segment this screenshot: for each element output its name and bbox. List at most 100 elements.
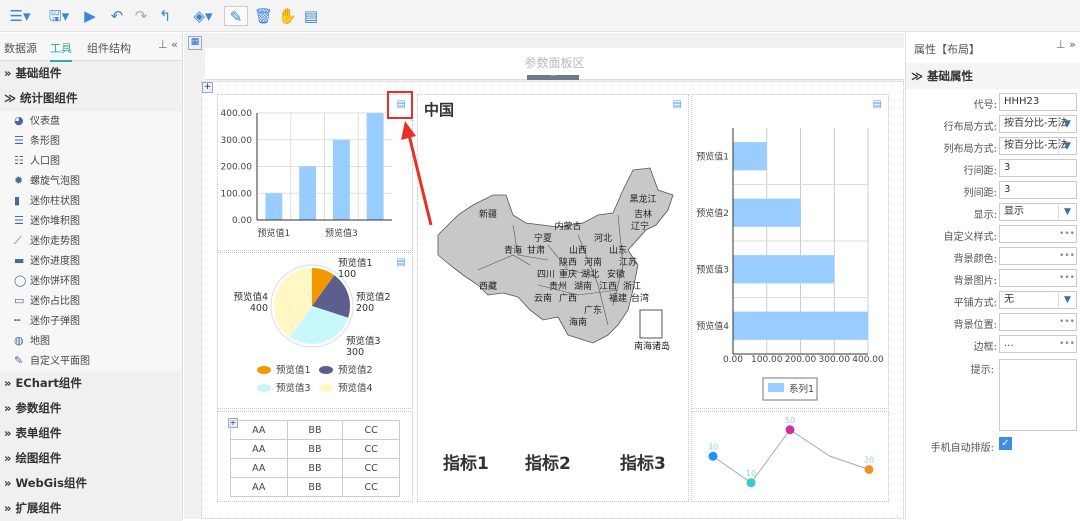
section-basic-props[interactable]: ≫ 基础属性 (906, 63, 1080, 89)
chart-item[interactable]: ◕ 仪表盘 (0, 111, 182, 131)
property-input[interactable]: ••• (999, 225, 1077, 243)
province-label: 福建 (609, 292, 627, 304)
more-icon[interactable]: ••• (1059, 251, 1075, 261)
section-basic[interactable]: » 基础组件 (0, 61, 182, 86)
chart-item[interactable]: ┅ 迷你子弹图 (0, 311, 182, 331)
hint-textarea[interactable] (999, 359, 1077, 431)
property-input[interactable]: 3 (999, 181, 1077, 199)
chart-item[interactable]: ◍ 地图 (0, 331, 182, 351)
province-label: 海南 (569, 316, 587, 328)
param-panel-area[interactable]: 参数面板区 (205, 48, 904, 80)
save-icon[interactable]: 🖫▾ (48, 7, 70, 25)
section-label: 基础组件 (15, 66, 62, 80)
table-cell[interactable]: CC (342, 477, 400, 497)
property-input[interactable]: ••• (999, 247, 1077, 265)
more-icon[interactable]: ••• (1059, 317, 1075, 327)
chart-config-icon[interactable]: ▤ (872, 99, 882, 110)
hand-icon[interactable]: ✋ (278, 7, 297, 25)
table-cell[interactable]: CC (342, 439, 400, 459)
chart-item[interactable]: ☷ 人口图 (0, 151, 182, 171)
table-cell[interactable]: CC (342, 458, 400, 478)
menu-icon[interactable]: ☰▾ (9, 7, 31, 25)
chart-item-label: 迷你子弹图 (30, 316, 80, 327)
run-icon[interactable]: ▶ (84, 7, 96, 25)
bar-chart-cell[interactable]: ▤ (217, 94, 413, 251)
section-item[interactable]: » 参数组件 (0, 396, 182, 421)
more-icon[interactable]: ••• (1059, 229, 1075, 239)
table-cell[interactable]: BB (286, 439, 344, 459)
table-cell[interactable]: BB (286, 458, 344, 478)
dropdown-arrow-icon[interactable]: ▼ (1058, 116, 1076, 132)
mini-ring-icon: ◯ (14, 274, 27, 287)
table-cell[interactable]: AA (230, 477, 288, 497)
section-item[interactable]: » WebGis组件 (0, 471, 182, 496)
chart-config-icon[interactable]: ▤ (396, 257, 406, 268)
section-stat-charts[interactable]: ≫ 统计图组件 (0, 86, 182, 111)
table-cell[interactable]: AA (230, 420, 288, 440)
line-chart-cell[interactable] (691, 411, 889, 502)
more-icon[interactable]: ••• (1059, 273, 1075, 283)
section-item[interactable]: » EChart组件 (0, 371, 182, 396)
property-input[interactable]: 3 (999, 159, 1077, 177)
fill-icon[interactable]: ◈▾ (193, 7, 213, 25)
chart-config-icon[interactable]: ▤ (396, 99, 406, 110)
chart-item[interactable]: ▬ 迷你进度图 (0, 251, 182, 271)
undo-icon[interactable]: ↶ (110, 7, 124, 25)
chart-item[interactable]: ☰ 迷你堆积图 (0, 211, 182, 231)
redo-icon[interactable]: ↷ (134, 7, 148, 25)
province-label: 湖南 (574, 280, 592, 292)
pie-chart-cell[interactable]: ▤ (217, 252, 413, 409)
dropdown-arrow-icon[interactable]: ▼ (1058, 204, 1076, 220)
chart-item[interactable]: ◯ 迷你饼环图 (0, 271, 182, 291)
layout-icon[interactable]: ▦ (188, 36, 202, 50)
chart-item[interactable]: ▮ 迷你柱状图 (0, 191, 182, 211)
map-cell[interactable]: 中国 ▤ 新疆 西藏 青海 甘肃 宁夏 内蒙古 黑龙江 吉林 辽宁 河北 山西 山东 陕西 河南 江苏 安徽 四… (417, 94, 689, 502)
section-label: WebGis组件 (15, 476, 87, 490)
tab-structure[interactable]: 组件结构 (87, 42, 131, 55)
pencil-icon[interactable]: ✎ (224, 6, 248, 26)
pin-icon[interactable]: ⊥ » (1056, 38, 1076, 51)
property-input[interactable]: 按百分比-无法 ▼ (999, 137, 1077, 155)
chart-item[interactable]: ☰ 条形图 (0, 131, 182, 151)
table-cell[interactable]: BB (286, 420, 344, 440)
hbar-chart-cell[interactable]: ▤ (691, 94, 889, 409)
property-input[interactable]: 显示 ▼ (999, 203, 1077, 221)
property-input[interactable]: 按百分比-无法 ▼ (999, 115, 1077, 133)
property-input[interactable]: ••• (999, 269, 1077, 287)
section-item[interactable]: » 表单组件 (0, 421, 182, 446)
chart-item[interactable]: ✹ 螺旋气泡图 (0, 171, 182, 191)
dropdown-arrow-icon[interactable]: ▼ (1058, 292, 1076, 308)
pin-icon[interactable]: ⊥ « (158, 38, 178, 51)
chart-item[interactable]: ▭ 迷你占比图 (0, 291, 182, 311)
delete-icon[interactable]: 🗑 (254, 7, 274, 25)
chart-config-icon[interactable]: ▤ (672, 99, 682, 110)
tab-datasource[interactable]: 数据源 (4, 42, 37, 55)
move-handle-icon[interactable]: + (202, 82, 213, 93)
more-icon[interactable]: ••• (1059, 339, 1075, 349)
property-input[interactable]: ... ••• (999, 335, 1077, 353)
mobile-layout-checkbox[interactable]: ✓ (999, 437, 1012, 450)
collapse-handle[interactable]: ^ (527, 75, 579, 81)
table-cell[interactable]: BB (286, 477, 344, 497)
property-input[interactable]: HHH23 (999, 93, 1077, 111)
province-border (477, 254, 531, 271)
table-row: AA BB CC (230, 458, 400, 478)
property-input[interactable]: ••• (999, 313, 1077, 331)
chart-item[interactable]: ✎ 自定义平面图 (0, 351, 182, 371)
chart-item-label: 迷你占比图 (30, 296, 80, 307)
section-item[interactable]: » 绘图组件 (0, 446, 182, 471)
table-cell[interactable]: AA (230, 439, 288, 459)
dropdown-arrow-icon[interactable]: ▼ (1058, 138, 1076, 154)
table-cell[interactable]: + AA BB CC AA BB CC AA BB CC AA BB CC (217, 411, 413, 502)
chart-item[interactable]: ⟋ 迷你走势图 (0, 231, 182, 251)
property-input[interactable]: 无 ▼ (999, 291, 1077, 309)
table-cell[interactable]: CC (342, 420, 400, 440)
return-icon[interactable]: ↰ (158, 7, 172, 25)
tab-tools[interactable]: 工具 (50, 40, 72, 62)
section-item[interactable]: » 扩展组件 (0, 496, 182, 521)
table-cell[interactable]: AA (230, 458, 288, 478)
chart-item-list: ◕ 仪表盘 ☰ 条形图 ☷ 人口图 ✹ 螺旋气泡图 ▮ 迷你柱状图 ☰ 迷你堆积图 ⟋ 迷你走势图 ▬ 迷你进… (0, 111, 182, 371)
window-icon[interactable]: ▤ (303, 7, 319, 25)
province-label: 安徽 (607, 268, 625, 280)
